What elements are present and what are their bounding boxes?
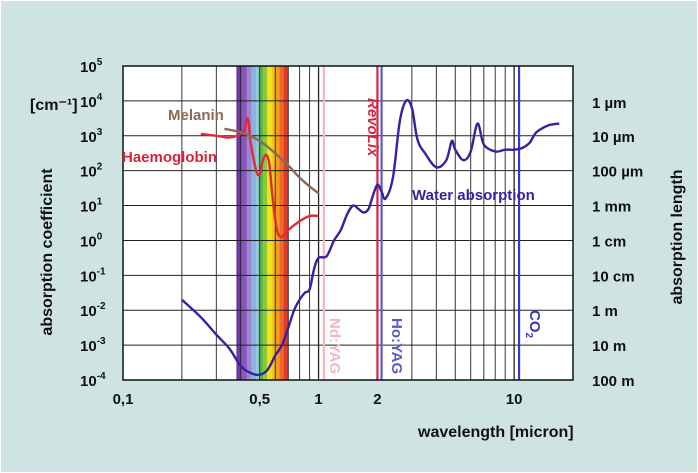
right-tick-label: 100 µm [592, 164, 643, 181]
y-tick-label: 104 [80, 92, 103, 111]
y-tick-base: 10 [80, 94, 97, 111]
spectrum-band-0 [236, 66, 242, 380]
y-tick-exponent: 2 [97, 162, 103, 173]
spectrum-band-4 [256, 66, 260, 380]
y-tick-exponent: 3 [97, 127, 103, 138]
plot-area [123, 66, 573, 380]
y-tick-exponent: 0 [97, 231, 103, 242]
y-tick-label: 102 [80, 162, 103, 181]
series-melanin [224, 127, 320, 195]
right-tick-labels: 1 µm 10 µm 100 µm 1 mm 1 cm 10 cm 1 m 10 m 100 m [592, 95, 643, 390]
x-tick-label: 1 [314, 391, 322, 408]
right-tick-label: 1 mm [592, 199, 631, 216]
haemoglobin-label: Haemoglobin [122, 149, 217, 166]
y-tick-base: 10 [80, 129, 97, 146]
water-absorption-label: Water absorption [412, 187, 535, 204]
right-axis-title: absorption length [669, 169, 686, 304]
y-tick-base: 10 [80, 268, 97, 285]
y-axis-title: absorption coefficient [39, 168, 56, 336]
right-tick-label: 10 m [592, 338, 626, 355]
y-tick-base: 10 [80, 59, 97, 76]
y-tick-exponent: 1 [97, 197, 103, 208]
y-tick-label: 103 [80, 127, 103, 146]
y-tick-base: 10 [80, 338, 97, 355]
spectrum-band-9 [275, 66, 280, 380]
series-water-absorption [181, 98, 560, 377]
right-tick-label: 1 cm [592, 233, 626, 250]
y-tick-exponent: -1 [97, 266, 106, 277]
right-tick-label: 10 µm [592, 129, 635, 146]
spectrum-band-7 [267, 66, 272, 380]
x-tick-label: 0,1 [113, 391, 134, 408]
spectrum-band-10 [279, 66, 284, 380]
grid-lines [123, 66, 573, 380]
y-tick-exponent: 4 [97, 92, 103, 103]
spectrum-band-6 [263, 66, 268, 380]
y-tick-label: 100 [80, 231, 103, 250]
ndyag-label: Nd:YAG [326, 318, 343, 374]
spectrum-band-3 [251, 66, 257, 380]
right-tick-label: 100 m [592, 373, 635, 390]
y-tick-exponent: -2 [97, 301, 106, 312]
co2-label: CO2 [523, 310, 543, 339]
y-tick-label: 10-1 [80, 266, 106, 285]
x-tick-label: 10 [506, 391, 523, 408]
spectrum-band-11 [283, 66, 289, 380]
co2-label-main: CO [526, 310, 543, 333]
x-tick-label: 0,5 [249, 391, 270, 408]
y-tick-base: 10 [80, 199, 97, 216]
spectrum-band-5 [259, 66, 264, 380]
hoyag-label: Ho:YAG [388, 318, 405, 374]
y-tick-base: 10 [80, 233, 97, 250]
x-tick-labels: 0,1 0,5 1 2 10 [113, 391, 523, 408]
y-tick-label: 105 [80, 57, 103, 76]
spectrum-band-8 [271, 66, 276, 380]
y-tick-label: 101 [80, 197, 103, 216]
absorption-curves [181, 98, 560, 377]
spectrum-bands [236, 66, 289, 380]
y-tick-exponent: -4 [97, 371, 106, 382]
x-axis-title: wavelength [micron] [417, 424, 574, 441]
laser-lines [322, 66, 521, 380]
spectrum-band-2 [246, 66, 252, 380]
y-tick-base: 10 [80, 373, 97, 390]
y-tick-label: 10-3 [80, 336, 106, 355]
melanin-label: Melanin [168, 107, 224, 124]
x-tick-label: 2 [373, 391, 381, 408]
plot-frame [122, 65, 574, 381]
y-tick-label: 10-2 [80, 301, 106, 320]
y-tick-base: 10 [80, 303, 97, 320]
y-tick-base: 10 [80, 164, 97, 181]
spectrum-band-1 [241, 66, 247, 380]
co2-label-sub: 2 [523, 333, 534, 339]
y-tick-exponent: 5 [97, 57, 103, 68]
right-tick-label: 1 µm [592, 95, 627, 112]
right-tick-label: 10 cm [592, 268, 635, 285]
right-tick-label: 1 m [592, 303, 618, 320]
revolix-label: RevoLix [364, 98, 381, 157]
y-tick-exponent: -3 [97, 336, 106, 347]
y-unit-label: [cm⁻¹] [30, 97, 78, 114]
y-tick-label: 10-4 [80, 371, 106, 390]
